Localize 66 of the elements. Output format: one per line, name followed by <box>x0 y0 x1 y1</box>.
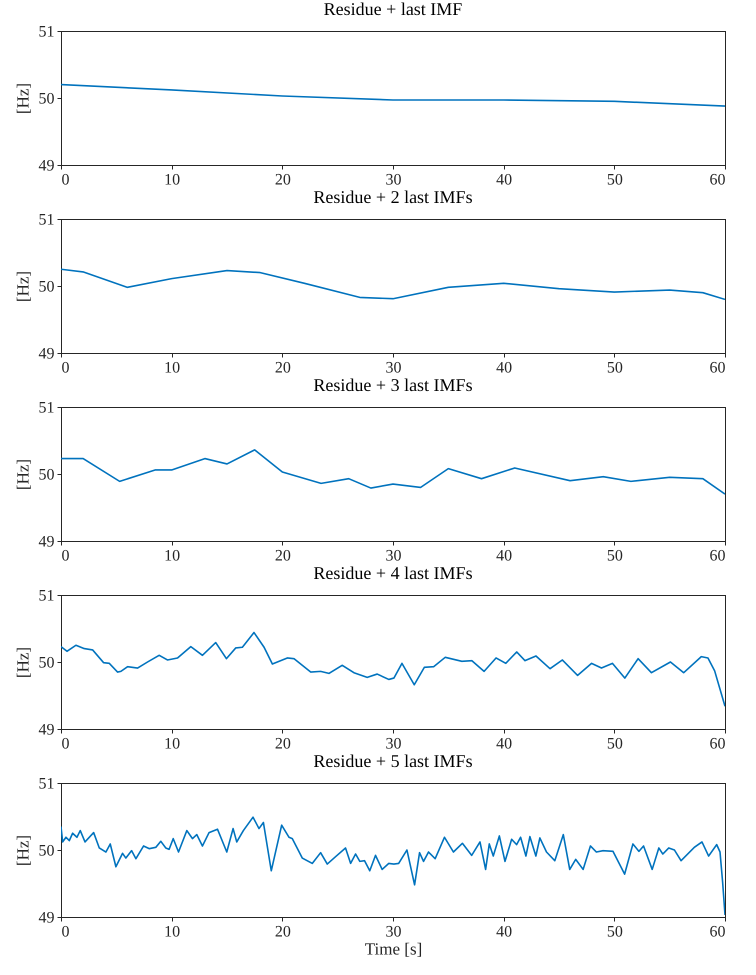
y-tick-label: 49 <box>38 910 54 926</box>
x-tick-label: 0 <box>62 924 70 940</box>
line-series <box>61 268 725 300</box>
x-tick-label: 30 <box>386 924 402 940</box>
x-tick-label: 60 <box>710 360 726 376</box>
x-tick-label: 60 <box>710 736 726 752</box>
chart-title: Residue + 3 last IMFs <box>313 375 473 395</box>
x-tick-label: 60 <box>710 172 726 188</box>
x-tick-label: 0 <box>62 360 70 376</box>
y-tick-label: 51 <box>38 400 54 416</box>
chart-title: Residue + 2 last IMFs <box>313 187 473 207</box>
y-axis-title: [Hz] <box>14 834 32 866</box>
x-tick-label: 0 <box>62 172 70 188</box>
line-series <box>61 84 725 107</box>
x-tick-label: 20 <box>274 924 291 940</box>
x-tick-label: 60 <box>710 924 726 940</box>
y-tick-label: 49 <box>38 346 54 362</box>
y-tick-label: 51 <box>38 588 54 604</box>
x-tick-label: 40 <box>496 172 512 188</box>
x-tick-label: 10 <box>164 924 180 940</box>
x-tick-label: 0 <box>62 548 70 564</box>
y-tick-label: 49 <box>38 722 54 738</box>
y-axis-title: [Hz] <box>14 270 32 302</box>
x-tick-label: 20 <box>274 548 291 564</box>
x-tick-label: 40 <box>496 360 512 376</box>
y-tick-label: 50 <box>38 842 54 860</box>
y-axis-title: [Hz] <box>14 82 32 114</box>
x-tick-label: 50 <box>606 360 623 376</box>
x-tick-label: 10 <box>164 736 180 752</box>
x-tick-label: 50 <box>606 172 623 188</box>
x-tick-label: 40 <box>496 548 512 564</box>
y-tick-label: 51 <box>38 24 54 40</box>
x-tick-label: 30 <box>386 736 402 752</box>
x-tick-label: 50 <box>606 736 623 752</box>
chart-title: Residue + 5 last IMFs <box>313 751 473 771</box>
x-tick-label: 20 <box>274 172 291 188</box>
y-tick-label: 51 <box>38 776 54 792</box>
x-tick-label: 30 <box>386 548 402 564</box>
x-tick-label: 10 <box>164 360 180 376</box>
x-tick-label: 60 <box>710 548 726 564</box>
chart-title: Residue + last IMF <box>324 0 462 19</box>
x-tick-label: 10 <box>164 548 180 564</box>
y-tick-label: 50 <box>38 90 54 108</box>
y-tick-label: 50 <box>38 466 54 484</box>
y-axis-title: [Hz] <box>14 646 32 678</box>
line-series <box>61 632 725 708</box>
y-tick-label: 49 <box>38 534 54 550</box>
x-tick-label: 20 <box>274 360 291 376</box>
y-tick-label: 50 <box>38 278 54 296</box>
x-axis-title: Time [s] <box>364 940 422 958</box>
line-series <box>61 449 725 495</box>
x-tick-label: 40 <box>496 924 512 940</box>
x-tick-label: 50 <box>606 548 623 564</box>
x-tick-label: 10 <box>164 172 180 188</box>
x-tick-label: 30 <box>386 172 402 188</box>
chart-title: Residue + 4 last IMFs <box>313 563 473 583</box>
y-tick-label: 51 <box>38 212 54 228</box>
x-tick-label: 20 <box>274 736 291 752</box>
y-tick-label: 50 <box>38 654 54 672</box>
x-tick-label: 40 <box>496 736 512 752</box>
line-series <box>61 816 725 916</box>
x-tick-label: 0 <box>62 736 70 752</box>
x-tick-label: 30 <box>386 360 402 376</box>
y-tick-label: 49 <box>38 158 54 174</box>
x-tick-label: 50 <box>606 924 623 940</box>
y-axis-title: [Hz] <box>14 458 32 490</box>
